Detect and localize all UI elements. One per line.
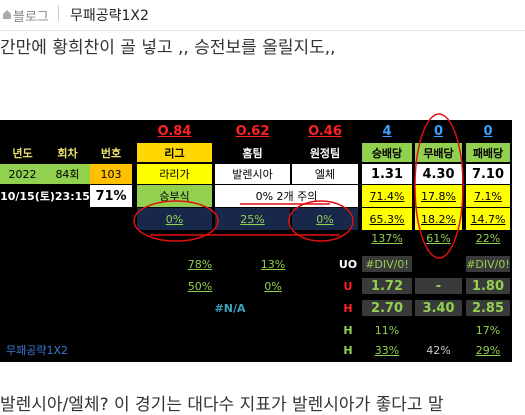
cell: #DIV/0!: [466, 256, 510, 272]
cell: 0%: [292, 208, 358, 230]
cell: 33%: [362, 342, 412, 358]
cell: #DIV/0!: [362, 256, 412, 272]
cell: 엘체: [292, 164, 358, 184]
cell: 0: [466, 123, 510, 140]
cell: 25%: [215, 208, 290, 230]
cell: H: [336, 300, 360, 316]
cell: 22%: [466, 231, 510, 245]
body-text: 발렌시아/엘체? 이 경기는 대다수 지표가 발렌시아가 좋다고 말: [0, 395, 444, 415]
cell: 1.80: [466, 278, 510, 294]
cell: 17.8%: [415, 185, 462, 207]
cell: -: [415, 278, 462, 294]
cell: 42%: [415, 342, 462, 358]
cell: 1.31: [362, 164, 412, 184]
cell: UO: [336, 256, 360, 272]
cell: 승부식: [137, 185, 212, 207]
cell: 0%: [137, 208, 212, 230]
cell: 0% 2개 주의: [215, 185, 358, 207]
cell: 65.3%: [362, 208, 412, 230]
cell: 년도: [0, 143, 45, 162]
cell: O.84: [137, 123, 212, 140]
cell: 4: [362, 123, 412, 140]
cell: 50%: [185, 278, 215, 294]
cell: 13%: [258, 256, 288, 272]
cell: H: [336, 342, 360, 358]
cell: 84회: [45, 164, 90, 184]
cell: 2.85: [466, 300, 510, 316]
cell: 2022: [0, 164, 45, 184]
cell: O.62: [215, 123, 290, 140]
cell: 패배당: [466, 143, 510, 162]
cell: 71%: [90, 185, 132, 207]
cell: 7.10: [466, 164, 510, 184]
cell: 무패공략1X2: [6, 342, 86, 358]
cell: 번호: [90, 143, 132, 162]
cell: 61%: [415, 231, 462, 245]
cell: 0%: [258, 278, 288, 294]
cell: 승배당: [362, 143, 412, 162]
cell: 4.30: [415, 164, 462, 184]
cell: 11%: [362, 322, 412, 338]
spreadsheet: O.84 O.62 O.46 4 0 0 년도 회차 번호 리그 홈팀 원정팀 승배당 무배당 패배당 202…: [0, 120, 512, 362]
cell: 78%: [185, 256, 215, 272]
cell: 1.72: [362, 278, 412, 294]
cell: 7.1%: [466, 185, 510, 207]
cell: 홈팀: [215, 143, 290, 162]
cell: 14.7%: [466, 208, 510, 230]
cell: 발렌시아: [215, 164, 290, 184]
cell: 원정팀: [292, 143, 358, 162]
home-icon: [3, 10, 11, 19]
cell: 10/15(토)23:15: [0, 185, 90, 207]
cell: H: [336, 322, 360, 338]
cell: 18.2%: [415, 208, 462, 230]
cell: #N/A: [210, 300, 250, 316]
cell: 0: [415, 123, 462, 140]
cell: 무배당: [415, 143, 462, 162]
intro-text: 간만에 황희찬이 골 넣고 ,, 승전보를 올릴지도,,: [0, 38, 336, 58]
cell: 71.4%: [362, 185, 412, 207]
cell: 137%: [362, 231, 412, 245]
cell: O.46: [292, 123, 358, 140]
separator: [58, 5, 59, 21]
cell: 17%: [466, 322, 510, 338]
blog-name[interactable]: 무패공략1X2: [70, 8, 149, 24]
cell: 리그: [137, 143, 212, 162]
cell: 3.40: [415, 300, 462, 316]
blog-label[interactable]: 블로그: [13, 10, 49, 25]
cell: U: [336, 278, 360, 294]
cell: 103: [90, 164, 132, 184]
cell: 29%: [466, 342, 510, 358]
cell: 라리가: [137, 164, 212, 184]
cell: 회차: [45, 143, 90, 162]
top-bar: 블로그 무패공략1X2: [0, 0, 525, 31]
cell: 2.70: [362, 300, 412, 316]
